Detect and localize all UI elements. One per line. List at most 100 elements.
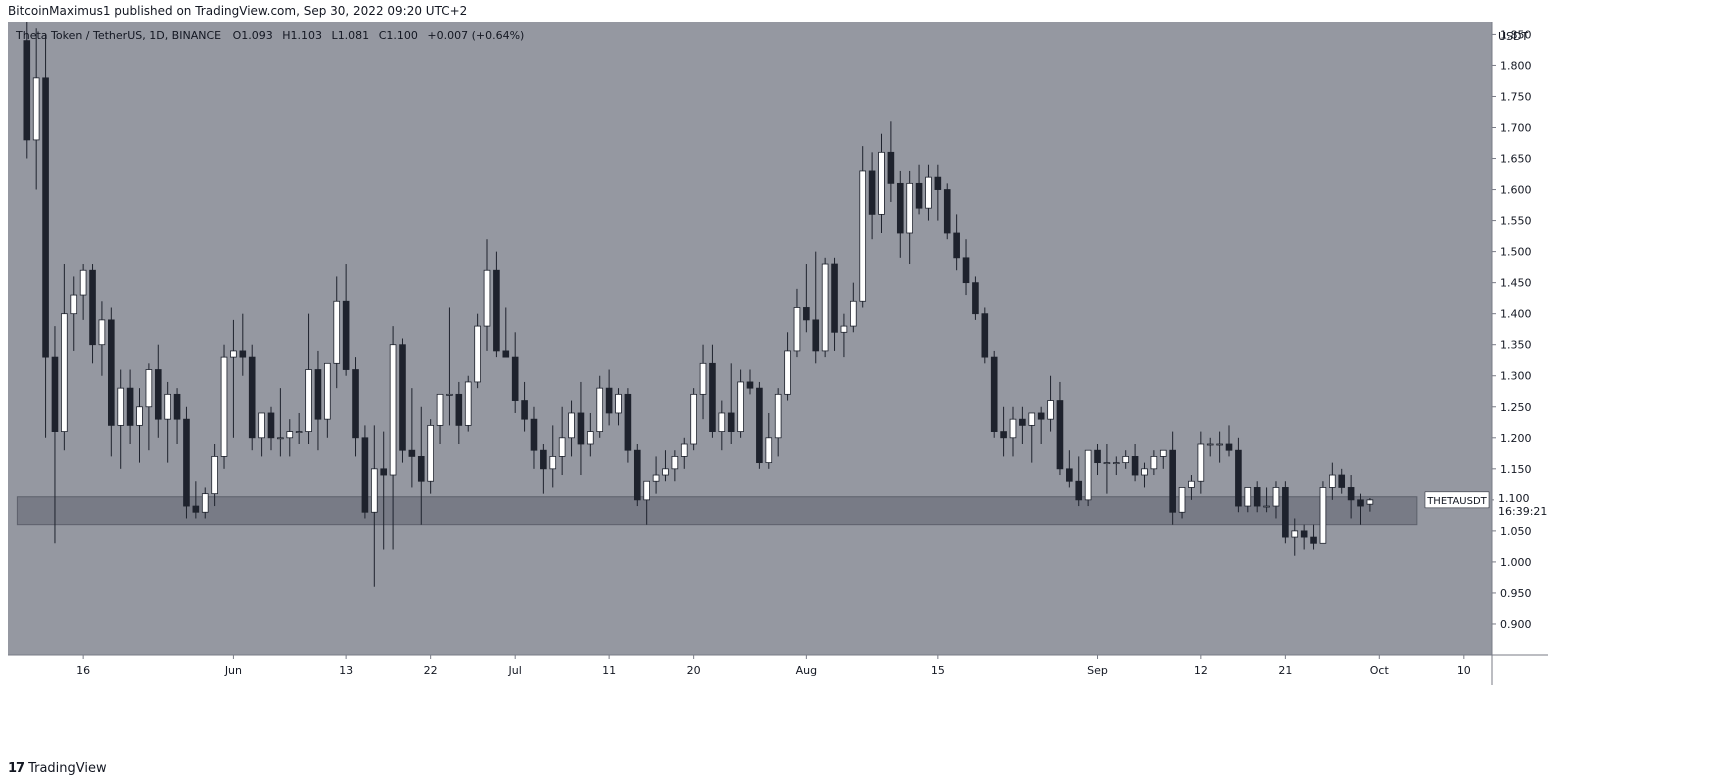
- time-tick-label: 20: [687, 664, 701, 677]
- candle-body: [51, 356, 59, 432]
- time-tick-label: 11: [602, 664, 616, 677]
- candle-body: [446, 393, 453, 396]
- candle-body: [333, 300, 341, 364]
- candle-body: [615, 393, 622, 414]
- candle-body: [774, 393, 782, 439]
- candle-body: [840, 325, 848, 333]
- plot-area[interactable]: [8, 22, 1492, 655]
- candle-body: [934, 176, 942, 190]
- candle-body: [1300, 530, 1308, 538]
- candle-body: [540, 449, 547, 470]
- candle-body: [1188, 480, 1195, 488]
- candle-body: [1066, 468, 1073, 482]
- candle-body: [1282, 487, 1289, 538]
- price-tick-label: 1.150: [1500, 463, 1532, 476]
- tradingview-logo[interactable]: 17 TradingView: [8, 761, 107, 776]
- candle-body: [943, 189, 951, 234]
- candle-body: [399, 344, 406, 451]
- candle-body: [1084, 449, 1092, 501]
- candle-body: [652, 474, 660, 482]
- chart-frame[interactable]: 1.850 1.800 1.750 1.700 1.650 1.600 1.550 1.500…: [8, 22, 1714, 753]
- close-label: C: [379, 29, 387, 42]
- candle-body: [718, 412, 726, 432]
- price-tick-label: 1.550: [1500, 215, 1532, 228]
- price-tick-label: 1.200: [1500, 432, 1532, 445]
- candle-body: [699, 362, 707, 395]
- candle-body: [277, 437, 284, 440]
- candle-body: [427, 424, 434, 482]
- candle-body: [136, 406, 143, 426]
- candle-body: [1009, 418, 1017, 439]
- candle-body: [389, 344, 397, 476]
- low-value: 1.081: [338, 29, 370, 42]
- publish-header: BitcoinMaximus1 published on TradingView…: [0, 0, 1721, 22]
- price-tick-label: 1.450: [1500, 277, 1532, 290]
- last-price-tag: THETAUSDT 1.100 16:39:21: [1424, 489, 1547, 520]
- candle-body: [1019, 418, 1026, 426]
- candle-body: [831, 263, 838, 333]
- price-tick-label: 1.700: [1500, 122, 1532, 135]
- candle-body: [483, 269, 491, 327]
- candle-body: [1000, 431, 1007, 439]
- candle-body: [915, 182, 923, 209]
- candle-body: [953, 232, 960, 259]
- candle-body: [549, 456, 557, 470]
- candle-body: [1047, 400, 1054, 420]
- candle-body: [230, 350, 237, 358]
- candle-body: [1169, 449, 1176, 513]
- candle-body: [305, 369, 312, 432]
- candle-body: [108, 319, 115, 426]
- candle-body: [727, 412, 735, 432]
- candle-body: [1028, 412, 1036, 426]
- candle-body: [624, 393, 632, 451]
- candle-body: [342, 300, 350, 370]
- candle-body: [1291, 530, 1299, 538]
- candle-body: [183, 418, 190, 507]
- price-axis[interactable]: [1492, 22, 1548, 753]
- candle-body: [70, 294, 78, 315]
- price-unit-label: USDT: [1498, 30, 1529, 43]
- candle-body: [1357, 499, 1364, 507]
- time-tick-label: Aug: [796, 664, 817, 677]
- candle-body: [568, 412, 575, 439]
- time-tick-label: 22: [424, 664, 438, 677]
- candle-body: [737, 381, 744, 432]
- change-value: +0.007 (+0.64%): [427, 29, 524, 42]
- candle-body: [42, 77, 49, 358]
- last-price: 1.100: [1498, 492, 1530, 505]
- candle-body: [587, 431, 594, 445]
- candle-body: [1310, 536, 1317, 544]
- candle-body: [521, 400, 528, 420]
- candle-body: [352, 369, 359, 439]
- time-tick-label: Jun: [224, 664, 242, 677]
- price-chart[interactable]: 1.850 1.800 1.750 1.700 1.650 1.600 1.550 1.500…: [8, 22, 1714, 753]
- candle-body: [436, 393, 444, 426]
- candle-body: [201, 493, 209, 513]
- candle-body: [962, 257, 970, 284]
- time-tick-label: 21: [1278, 664, 1292, 677]
- candle-body: [1178, 487, 1186, 513]
- candle-body: [1075, 480, 1083, 501]
- candle-body: [220, 356, 228, 457]
- candle-body: [784, 350, 791, 395]
- publish-info: BitcoinMaximus1 published on TradingView…: [8, 4, 468, 18]
- tradingview-logo-text: TradingView: [28, 761, 107, 776]
- time-axis[interactable]: [8, 655, 1548, 685]
- candle-body: [1244, 487, 1252, 507]
- symbol-title: Theta Token / TetherUS, 1D, BINANCE: [15, 29, 221, 42]
- candle-body: [211, 456, 218, 495]
- ticker-tag: [1424, 491, 1490, 509]
- svg-text:Theta Token / TetherUS, 1D, BI: Theta Token / TetherUS, 1D, BINANCE O1.0…: [15, 29, 524, 42]
- candle-body: [1103, 462, 1111, 465]
- candle-body: [1150, 456, 1158, 470]
- candle-body: [577, 412, 585, 445]
- ohlc-legend: Theta Token / TetherUS, 1D, BINANCE O1.0…: [15, 29, 524, 42]
- candle-body: [1037, 412, 1045, 420]
- candle-body: [61, 313, 68, 432]
- candle-body: [1131, 456, 1139, 476]
- candle-body: [671, 456, 679, 470]
- price-tick-label: 1.250: [1500, 401, 1532, 414]
- candle-body: [239, 350, 247, 358]
- price-tick-label: 1.400: [1500, 308, 1532, 321]
- candle-body: [662, 468, 669, 476]
